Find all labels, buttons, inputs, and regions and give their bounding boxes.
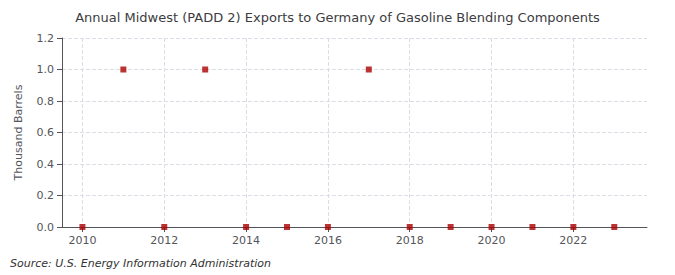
svg-text:Thousand Barrels: Thousand Barrels [12, 84, 25, 181]
svg-text:0.8: 0.8 [37, 95, 55, 108]
svg-text:2016: 2016 [314, 234, 342, 247]
svg-text:2022: 2022 [559, 234, 587, 247]
svg-text:2012: 2012 [150, 234, 178, 247]
svg-text:2020: 2020 [478, 234, 506, 247]
svg-text:0.0: 0.0 [37, 221, 55, 234]
svg-text:Source: U.S. Energy Informatio: Source: U.S. Energy Information Administ… [10, 257, 271, 270]
svg-text:0.2: 0.2 [37, 189, 55, 202]
svg-text:2014: 2014 [232, 234, 260, 247]
svg-text:2010: 2010 [68, 234, 96, 247]
svg-text:1.0: 1.0 [37, 63, 55, 76]
svg-text:2018: 2018 [396, 234, 424, 247]
svg-text:Annual Midwest (PADD 2) Export: Annual Midwest (PADD 2) Exports to Germa… [75, 10, 600, 25]
svg-text:0.6: 0.6 [37, 126, 55, 139]
svg-text:0.4: 0.4 [37, 158, 55, 171]
svg-text:1.2: 1.2 [37, 32, 55, 45]
